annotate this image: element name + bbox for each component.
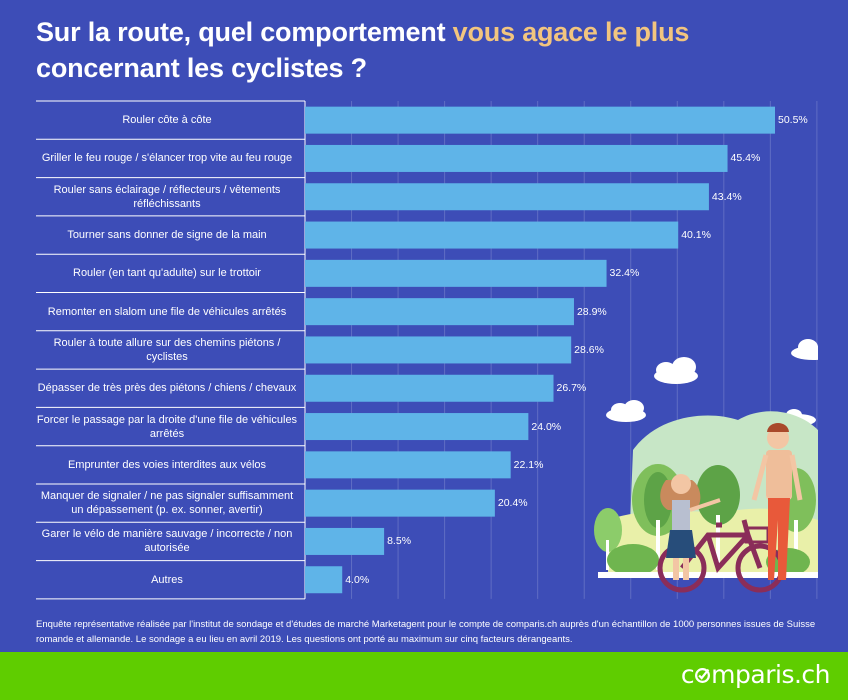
row-separators (36, 100, 305, 600)
cloud-icon (606, 400, 646, 422)
category-label: Tourner sans donner de signe de la main (67, 229, 267, 242)
value-label: 26.7% (556, 382, 587, 395)
bar (305, 298, 574, 326)
bar (305, 566, 343, 594)
category-label: Griller le feu rouge / s'élancer trop vi… (41, 152, 293, 165)
logo-o-check-icon (695, 668, 711, 683)
comparis-logo: c mparis.ch (680, 660, 831, 689)
category-label: Rouler à toute allure sur des chemins pi… (53, 336, 281, 363)
bar (305, 527, 385, 555)
tree-icon (696, 465, 740, 570)
bar (305, 489, 495, 517)
value-label: 43.4% (711, 190, 742, 203)
title-part-1: Sur la route, quel comportement (36, 17, 453, 47)
value-label: 40.1% (681, 229, 711, 242)
chart-title: Sur la route, quel comportement vous aga… (36, 14, 816, 86)
bar (305, 106, 775, 134)
bar (305, 336, 572, 364)
value-label: 4.0% (345, 573, 370, 586)
value-label: 50.5% (778, 114, 808, 127)
bar (305, 183, 709, 211)
ground-line (598, 572, 818, 578)
cloud-icon (791, 339, 818, 360)
title-part-2: concernant les cyclistes ? (36, 53, 367, 83)
bar (305, 259, 607, 287)
value-label: 24.0% (531, 420, 562, 433)
category-label: Rouler (en tant qu'adulte) sur le trotto… (73, 267, 261, 280)
cloud-icon (654, 357, 698, 384)
footer-bar: c mparis.ch (0, 652, 848, 700)
value-label: 28.9% (576, 305, 607, 318)
category-label: Manquer de signaler / ne pas signaler su… (40, 490, 294, 517)
value-label: 32.4% (609, 267, 640, 280)
bar-chart (36, 100, 818, 600)
bar (305, 413, 529, 441)
value-label: 22.1% (513, 458, 544, 471)
girl-figure (660, 474, 721, 580)
value-label: 45.4% (730, 152, 761, 165)
value-label: 28.6% (574, 343, 604, 356)
bar (305, 221, 679, 249)
category-label: Remonter en slalom une file de véhicules… (47, 305, 287, 318)
category-label: Rouler côte à côte (122, 114, 212, 127)
tree-icon (594, 508, 622, 570)
bar (305, 451, 511, 479)
category-label: Forcer le passage par la droite d'une fi… (36, 413, 298, 440)
bar (305, 144, 728, 172)
category-label: Autres (151, 573, 183, 586)
chart-bars (305, 106, 775, 594)
category-label: Emprunter des voies interdites aux vélos (67, 458, 267, 471)
category-label: Garer le vélo de manière sauvage / incor… (41, 528, 293, 555)
bar (305, 374, 554, 402)
category-label: Dépasser de très près des piétons / chie… (37, 382, 297, 395)
man-figure (751, 423, 803, 580)
value-label: 8.5% (387, 535, 412, 548)
category-label: Rouler sans éclairage / réflecteurs / vê… (53, 183, 281, 210)
title-highlight: vous agace le plus (452, 17, 690, 47)
value-label: 20.4% (497, 497, 528, 510)
cyclist-illustration (594, 339, 818, 593)
survey-footnote: Enquête représentative réalisée par l'in… (36, 619, 816, 645)
